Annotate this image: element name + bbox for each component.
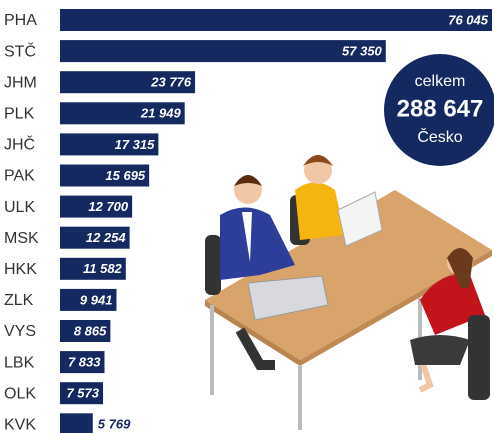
category-label: PLK xyxy=(4,106,35,123)
bar xyxy=(60,195,133,218)
bar xyxy=(60,382,104,405)
value-label: 7 573 xyxy=(66,386,99,401)
illustration xyxy=(205,155,492,430)
value-label: 15 695 xyxy=(105,168,146,183)
bar xyxy=(60,320,111,342)
category-label: KVK xyxy=(4,417,36,433)
bar xyxy=(60,9,492,31)
category-label: PAK xyxy=(4,168,35,185)
value-label: 12 254 xyxy=(86,230,127,245)
value-label: 23 776 xyxy=(150,75,192,90)
category-label: HKK xyxy=(4,261,37,278)
category-label: JHM xyxy=(4,74,37,91)
category-label: VYS xyxy=(4,323,36,340)
category-label: ULK xyxy=(4,199,35,216)
bar xyxy=(60,288,117,311)
value-label: 57 350 xyxy=(342,44,383,59)
bar xyxy=(60,40,386,63)
badge-bottom: Česko xyxy=(417,127,462,146)
category-label: JHČ xyxy=(4,135,35,154)
value-label: 11 582 xyxy=(83,261,123,276)
bar xyxy=(60,351,105,374)
value-label: 76 045 xyxy=(448,12,489,27)
value-label: 9 941 xyxy=(80,292,113,307)
category-label: PHA xyxy=(4,12,37,29)
bar xyxy=(60,413,93,433)
badge-total: 288 647 xyxy=(397,95,484,122)
value-label: 21 949 xyxy=(140,106,182,121)
category-label: LBK xyxy=(4,354,35,371)
category-label: ZLK xyxy=(4,292,34,309)
badge-circle xyxy=(384,54,494,166)
value-label: 7 833 xyxy=(68,355,101,370)
value-label: 5 769 xyxy=(98,417,131,432)
value-label: 17 315 xyxy=(115,137,156,152)
bar xyxy=(60,102,185,125)
category-label: MSK xyxy=(4,230,39,247)
value-label: 8 865 xyxy=(74,323,107,338)
category-label: OLK xyxy=(4,385,36,402)
bar xyxy=(60,164,150,187)
bar xyxy=(60,226,130,249)
badge-top: celkem xyxy=(415,73,466,90)
value-label: 12 700 xyxy=(88,199,129,214)
bar xyxy=(60,133,159,156)
total-badge: celkem 288 647 Česko xyxy=(384,54,494,166)
bar xyxy=(60,71,196,94)
category-label: STČ xyxy=(4,41,36,60)
bar xyxy=(60,257,126,280)
